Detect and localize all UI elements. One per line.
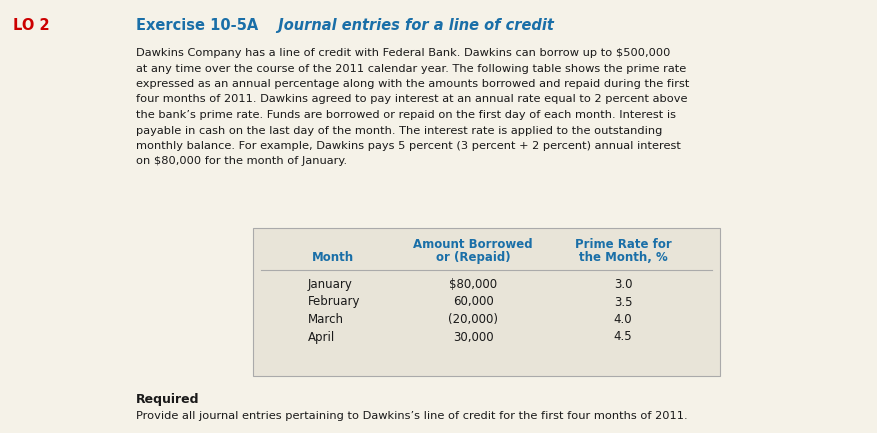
Text: Dawkins Company has a line of credit with Federal Bank. Dawkins can borrow up to: Dawkins Company has a line of credit wit… bbox=[136, 48, 670, 58]
Text: Month: Month bbox=[312, 251, 354, 264]
Text: (20,000): (20,000) bbox=[448, 313, 498, 326]
Text: expressed as an annual percentage along with the amounts borrowed and repaid dur: expressed as an annual percentage along … bbox=[136, 79, 689, 89]
Text: the Month, %: the Month, % bbox=[579, 251, 667, 264]
Text: payable in cash on the last day of the month. The interest rate is applied to th: payable in cash on the last day of the m… bbox=[136, 126, 662, 136]
Text: 30,000: 30,000 bbox=[453, 330, 493, 343]
Text: or (Repaid): or (Repaid) bbox=[436, 251, 510, 264]
Text: 4.0: 4.0 bbox=[614, 313, 632, 326]
Text: Required: Required bbox=[136, 393, 199, 406]
Text: 60,000: 60,000 bbox=[453, 295, 494, 308]
Text: January: January bbox=[308, 278, 353, 291]
Text: 3.0: 3.0 bbox=[614, 278, 632, 291]
Text: Provide all journal entries pertaining to Dawkins’s line of credit for the first: Provide all journal entries pertaining t… bbox=[136, 411, 688, 421]
Text: Amount Borrowed: Amount Borrowed bbox=[413, 238, 533, 251]
Text: April: April bbox=[308, 330, 335, 343]
Text: Prime Rate for: Prime Rate for bbox=[574, 238, 672, 251]
Text: on $80,000 for the month of January.: on $80,000 for the month of January. bbox=[136, 156, 347, 167]
Text: at any time over the course of the 2011 calendar year. The following table shows: at any time over the course of the 2011 … bbox=[136, 64, 686, 74]
Bar bbox=[253, 228, 720, 376]
Text: 4.5: 4.5 bbox=[614, 330, 632, 343]
Text: four months of 2011. Dawkins agreed to pay interest at an annual rate equal to 2: four months of 2011. Dawkins agreed to p… bbox=[136, 94, 688, 104]
Text: LO 2: LO 2 bbox=[13, 18, 50, 33]
Text: Exercise 10-5A: Exercise 10-5A bbox=[136, 18, 258, 33]
Text: 3.5: 3.5 bbox=[614, 295, 632, 308]
Text: February: February bbox=[308, 295, 360, 308]
Text: monthly balance. For example, Dawkins pays 5 percent (3 percent + 2 percent) ann: monthly balance. For example, Dawkins pa… bbox=[136, 141, 681, 151]
Text: March: March bbox=[308, 313, 344, 326]
Text: Journal entries for a line of credit: Journal entries for a line of credit bbox=[268, 18, 554, 33]
Text: the bank’s prime rate. Funds are borrowed or repaid on the first day of each mon: the bank’s prime rate. Funds are borrowe… bbox=[136, 110, 676, 120]
Text: $80,000: $80,000 bbox=[449, 278, 497, 291]
